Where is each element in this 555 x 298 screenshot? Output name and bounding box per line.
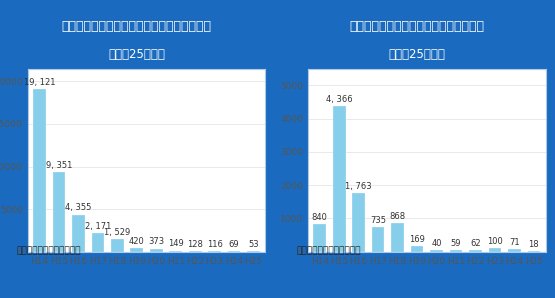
Bar	[469, 250, 482, 252]
Text: 1, 529: 1, 529	[104, 228, 130, 237]
Text: 19, 121: 19, 121	[24, 77, 55, 87]
Bar	[430, 251, 443, 252]
Bar	[450, 250, 462, 252]
Text: 840: 840	[312, 212, 327, 222]
Bar	[508, 249, 521, 252]
Text: 9, 351: 9, 351	[46, 161, 72, 170]
Bar	[248, 251, 260, 252]
Bar	[333, 106, 346, 252]
Text: 128: 128	[187, 240, 203, 249]
Bar	[130, 248, 143, 252]
Text: 4, 366: 4, 366	[326, 95, 352, 104]
Bar	[488, 249, 501, 252]
Text: 18: 18	[528, 240, 539, 249]
Bar	[169, 251, 182, 252]
Bar	[352, 193, 365, 252]
Bar	[391, 223, 404, 252]
Text: 40: 40	[431, 239, 442, 248]
Text: 868: 868	[390, 212, 406, 221]
Text: （平成25年度）: （平成25年度）	[388, 48, 446, 61]
Bar	[92, 233, 104, 252]
Bar	[411, 246, 423, 252]
Text: 420: 420	[129, 237, 145, 246]
Bar	[111, 239, 124, 252]
Text: 62: 62	[470, 238, 481, 248]
Text: 4, 355: 4, 355	[65, 204, 92, 212]
Text: （出典：警察庁統計資料）: （出典：警察庁統計資料）	[16, 246, 80, 255]
Bar	[189, 251, 201, 252]
Bar	[528, 251, 540, 252]
Text: 71: 71	[509, 238, 519, 247]
Text: （出典：警察庁統計資料）: （出典：警察庁統計資料）	[296, 246, 361, 255]
Text: 1, 763: 1, 763	[345, 182, 372, 191]
Bar	[53, 172, 65, 252]
Bar	[33, 89, 46, 252]
Text: 149: 149	[168, 239, 184, 248]
Bar	[150, 249, 163, 252]
Text: 53: 53	[248, 240, 259, 249]
Text: 2, 171: 2, 171	[85, 222, 111, 231]
Text: 69: 69	[229, 240, 239, 249]
Text: サムターン回しによる侵入盗の認知件数: サムターン回しによる侵入盗の認知件数	[350, 20, 485, 33]
Text: 169: 169	[409, 235, 425, 244]
Text: 373: 373	[148, 238, 164, 246]
Bar	[372, 227, 385, 252]
Text: 735: 735	[370, 216, 386, 225]
Text: 100: 100	[487, 237, 503, 246]
Text: 116: 116	[206, 240, 223, 249]
Bar	[228, 251, 240, 252]
Text: （平成25年度）: （平成25年度）	[108, 48, 165, 61]
Bar	[208, 251, 221, 252]
Bar	[72, 215, 85, 252]
Text: 59: 59	[451, 239, 461, 248]
Text: ピッキング用具を使用した侵入盗の認知件数: ピッキング用具を使用した侵入盗の認知件数	[62, 20, 212, 33]
Bar	[314, 224, 326, 252]
